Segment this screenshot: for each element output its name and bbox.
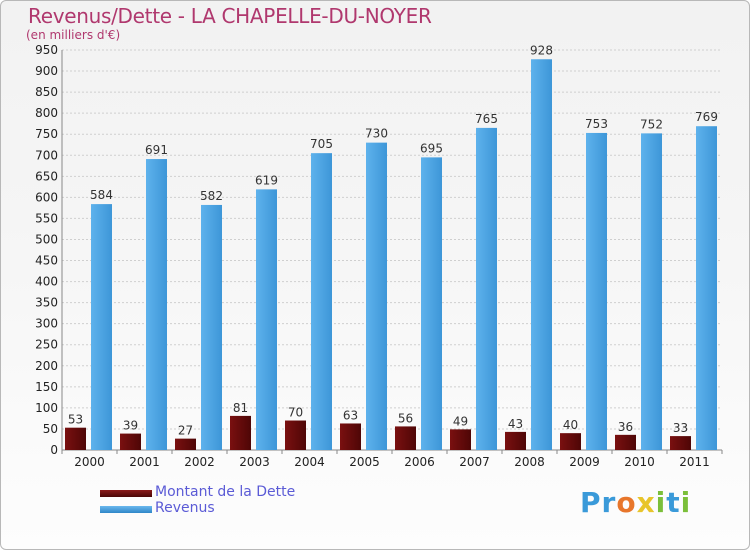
bar-revenus [201,204,222,450]
y-tick-label: 900 [35,64,58,78]
y-tick-label: 0 [50,443,58,457]
x-tick-label: 2006 [404,455,435,469]
data-label-dette: 33 [673,421,688,435]
data-label-revenus: 769 [695,110,718,124]
logo-letter: i [680,486,692,519]
bar-dette [560,433,581,450]
y-tick-label: 50 [43,422,58,436]
legend-label-revenus: Revenus [155,500,215,516]
bar-dette [395,426,416,450]
bar-revenus [641,133,662,451]
bar-revenus [476,127,497,450]
bars [65,59,717,451]
logo-letter: P [580,486,602,519]
data-label-dette: 43 [508,417,523,431]
data-label-revenus: 691 [145,143,168,157]
x-tick-label: 2009 [569,455,600,469]
data-label-revenus: 582 [200,189,223,203]
bar-dette [65,427,86,450]
chart-title: Revenus/Dette - LA CHAPELLE-DU-NOYER [28,4,432,28]
data-label-dette: 56 [398,411,413,425]
value-labels: 53 584 39 691 27 582 81 619 70 705 63 730 56 695 49 765… [68,43,718,437]
logo-letter: o [616,486,637,519]
bar-dette [175,438,196,450]
y-tick-label: 800 [35,106,58,120]
bar-dette [505,431,526,450]
data-label-dette: 39 [123,419,138,433]
bar-revenus [146,159,167,451]
grid-lines [62,49,722,451]
bar-dette [285,420,306,450]
data-label-dette: 63 [343,408,358,422]
data-label-dette: 40 [563,418,578,432]
data-label-dette: 49 [453,414,468,428]
x-tick-label: 2000 [74,455,105,469]
y-tick-label: 750 [35,127,58,141]
x-tick-label: 2002 [184,455,215,469]
axes: 0 50 100 150 200 250 300 350 400 450 500 550 600 650 7… [35,43,723,469]
bar-dette [230,415,251,450]
data-label-revenus: 765 [475,112,498,126]
data-label-revenus: 752 [640,117,663,131]
logo-letter: t [666,486,681,519]
bar-dette [615,434,636,450]
legend-label-dette: Montant de la Dette [155,484,296,500]
bar-revenus [696,126,717,451]
data-label-dette: 53 [68,413,83,427]
bar-revenus [311,153,332,450]
y-tick-label: 250 [35,338,58,352]
y-tick-label: 150 [35,380,58,394]
y-tick-label: 100 [35,401,58,415]
bar-dette [670,436,691,450]
y-tick-label: 500 [35,232,58,246]
data-label-dette: 36 [618,420,633,434]
chart-subtitle: (en milliers d'€) [26,28,121,42]
y-tick-label: 950 [35,43,58,57]
bar-dette [340,423,361,450]
x-tick-label: 2001 [129,455,160,469]
data-label-revenus: 584 [90,188,113,202]
legend-swatch-revenus [100,506,152,513]
x-tick-label: 2010 [624,455,655,469]
data-label-dette: 27 [178,424,193,438]
y-tick-label: 650 [35,169,58,183]
y-tick-label: 600 [35,190,58,204]
bar-dette [450,429,471,450]
x-tick-label: 2011 [679,455,710,469]
y-tick-label: 850 [35,85,58,99]
y-tick-label: 200 [35,359,58,373]
bar-revenus [366,142,387,450]
legend-swatch-dette [100,490,152,497]
bar-revenus [586,132,607,450]
data-label-revenus: 705 [310,137,333,151]
x-tick-label: 2003 [239,455,270,469]
data-label-revenus: 695 [420,141,443,155]
logo-letter: r [601,486,617,519]
data-label-revenus: 928 [530,43,553,57]
logo-letter: x [636,486,656,519]
y-tick-label: 400 [35,275,58,289]
data-label-dette: 81 [233,401,248,415]
bar-dette [120,433,141,450]
data-label-revenus: 753 [585,117,608,131]
y-tick-label: 350 [35,296,58,310]
bar-revenus [256,189,277,451]
bar-revenus [421,157,442,451]
x-tick-label: 2008 [514,455,545,469]
y-tick-label: 550 [35,211,58,225]
y-tick-label: 300 [35,317,58,331]
data-label-revenus: 730 [365,127,388,141]
y-tick-label: 700 [35,148,58,162]
x-tick-label: 2004 [294,455,325,469]
bar-revenus [531,59,552,451]
logo-letter: i [655,486,667,519]
data-label-revenus: 619 [255,173,278,187]
y-tick-label: 450 [35,254,58,268]
x-tick-label: 2005 [349,455,380,469]
proxiti-logo: Proxiti [580,486,691,519]
bar-revenus [91,204,112,450]
data-label-dette: 70 [288,406,303,420]
x-tick-label: 2007 [459,455,490,469]
